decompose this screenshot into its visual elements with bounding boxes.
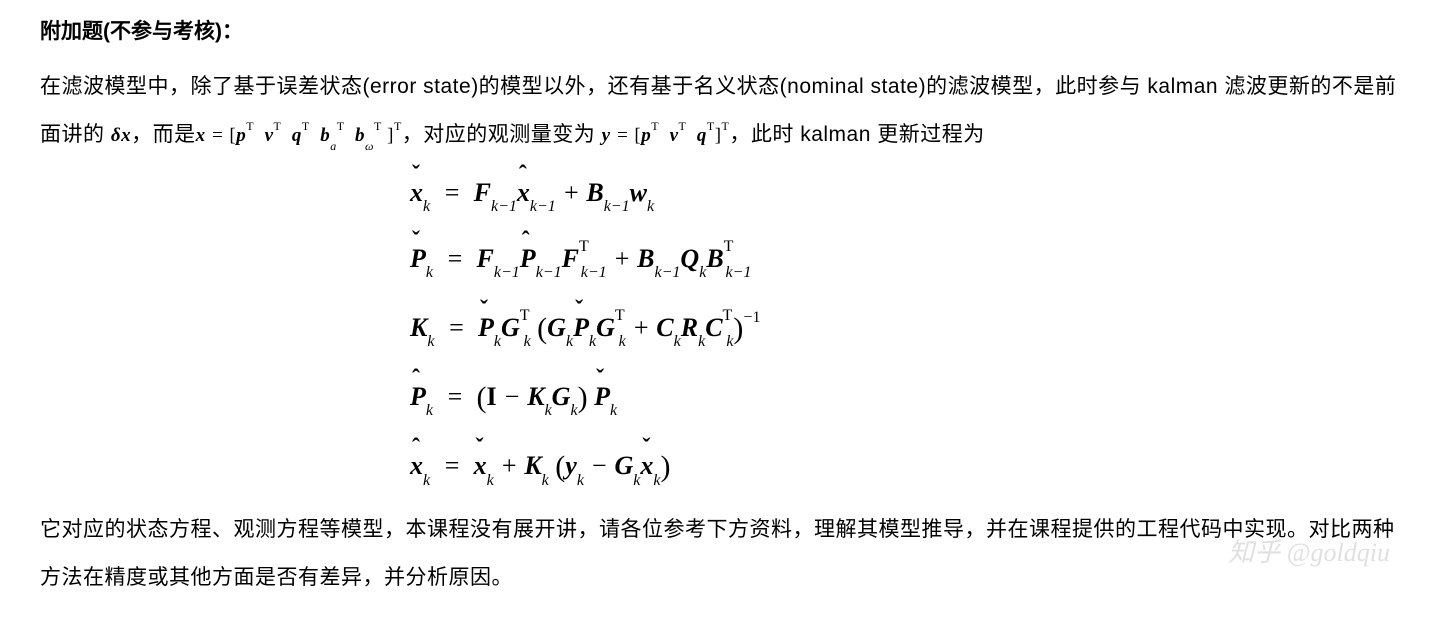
equation-2-covariance-predict: Pk = Fk−1Pk−1FTk−1 + Bk−1QkBTk−1 — [410, 244, 1400, 278]
paragraph-1: 在滤波模型中，除了基于误差状态(error state)的模型以外，还有基于名义… — [40, 63, 1400, 160]
watermark-text: 知乎 @goldqiu — [1228, 532, 1390, 569]
para1-text3: ，对应的观测量变为 — [402, 123, 602, 146]
equation-5-state-update: xk = xk + Kk (yk − Gkxk) — [410, 448, 1400, 485]
section-title: 附加题(不参与考核)： — [40, 15, 1400, 45]
kalman-equations-block: xk = Fk−1xk−1 + Bk−1wk Pk = Fk−1Pk−1FTk−… — [40, 178, 1400, 486]
x-definition-inline: x = [pT vT qT baT bωT ]T — [196, 125, 402, 146]
para1-text4: ，此时 kalman 更新过程为 — [729, 123, 984, 146]
equation-3-kalman-gain: Kk = PkGTk (GkPkGTk + CkRkCTk)−1 — [410, 310, 1400, 347]
equation-1-state-predict: xk = Fk−1xk−1 + Bk−1wk — [410, 178, 1400, 212]
y-definition-inline: y = [pT vT qT]T — [602, 125, 730, 146]
para1-text2: ，而是 — [131, 123, 196, 146]
delta-x-inline: δx — [111, 125, 131, 146]
paragraph-2: 它对应的状态方程、观测方程等模型，本课程没有展开讲，请各位参考下方资料，理解其模… — [40, 506, 1400, 603]
equation-4-covariance-update: Pk = (I − KkGk) Pk — [410, 379, 1400, 416]
